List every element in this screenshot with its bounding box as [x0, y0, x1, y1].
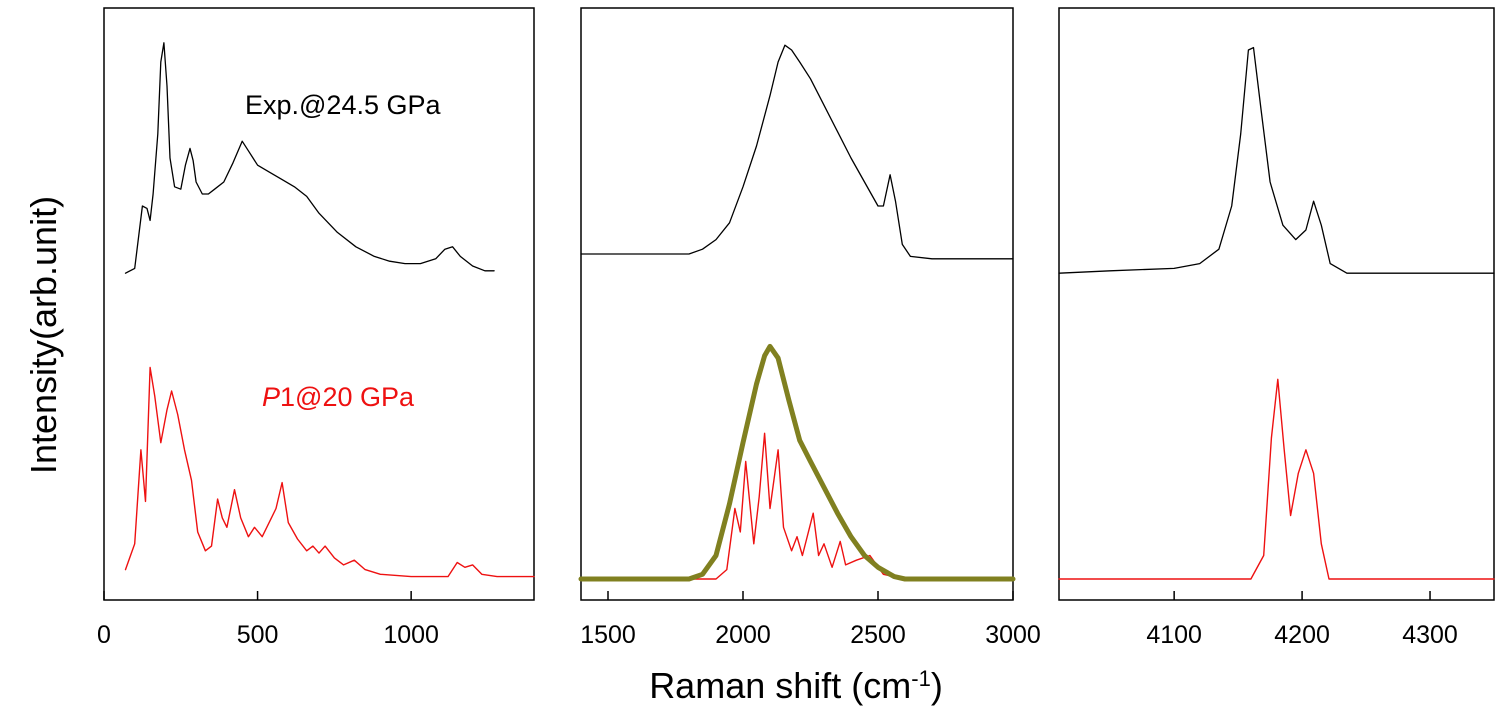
panel-3-tick-label: 4200 — [1274, 621, 1330, 649]
panel-2-theory-line — [580, 432, 1014, 580]
panel-1-theory-line — [124, 366, 535, 578]
panel-3-theory-line — [1058, 378, 1495, 580]
x-axis-title-close: ) — [931, 665, 943, 706]
panel-1-experiment-line — [124, 42, 495, 274]
panel-2-frame — [580, 7, 1014, 601]
x-axis-title: Raman shift (cm-1) — [649, 665, 943, 706]
panel-2-experiment-line — [580, 44, 1014, 260]
panel-3-experiment-line — [1058, 46, 1495, 274]
x-axis-title-main: Raman shift (cm — [649, 665, 911, 706]
y-axis-title: Intensity(arb.unit) — [23, 196, 64, 474]
panel-1-tick-label: 500 — [237, 621, 279, 649]
theory-annotation-rest: 1@20 GPa — [280, 382, 415, 412]
panel-2-tick-label: 3000 — [985, 621, 1041, 649]
panel-1-tick-label: 1000 — [383, 621, 439, 649]
theory-annotation: P1@20 GPa — [262, 382, 415, 412]
theory-annotation-italic: P — [262, 382, 280, 412]
panels-group: 0 500 1000 1500 2000 2500 3000 4100 4200 4300 — [97, 7, 1495, 649]
panel-2-tick-label: 2000 — [715, 621, 771, 649]
panel-3-tick-label: 4100 — [1146, 621, 1202, 649]
x-axis-title-sup: -1 — [911, 666, 931, 691]
panel-1-frame — [103, 7, 535, 601]
panel-2-tick-label: 2500 — [850, 621, 906, 649]
panel-1-tick-label: 0 — [97, 621, 111, 649]
panel-3-tick-label: 4300 — [1402, 621, 1458, 649]
panel-2-tick-label: 1500 — [580, 621, 636, 649]
panel-2-envelope-line — [578, 343, 1016, 582]
panel-3-frame — [1058, 7, 1495, 601]
experiment-annotation: Exp.@24.5 GPa — [245, 90, 441, 120]
